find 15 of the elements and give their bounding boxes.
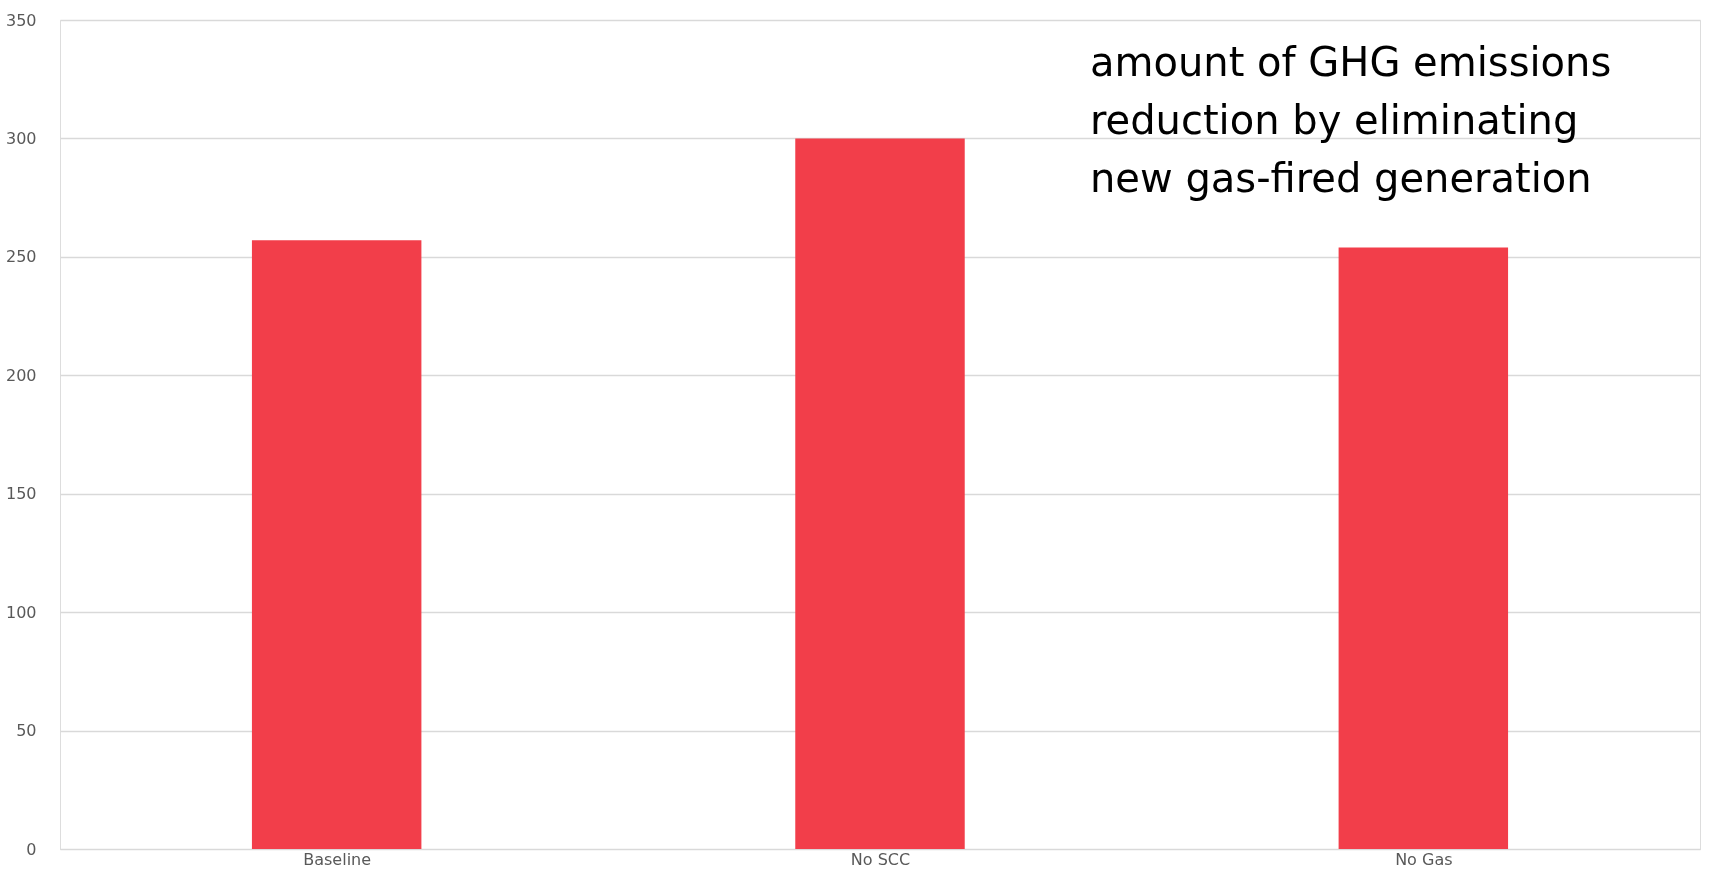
bar [1338, 247, 1509, 849]
y-tick-label: 350 [5, 10, 37, 30]
x-tick-label: No SCC [850, 849, 911, 869]
y-tick-label: 100 [5, 602, 37, 622]
y-tick-label: 0 [26, 839, 37, 859]
y-tick-label: 300 [5, 128, 37, 148]
y-tick-label: 250 [5, 247, 37, 267]
x-tick-label: Baseline [303, 849, 372, 869]
x-tick-label: No Gas [1395, 849, 1453, 869]
y-tick-label: 50 [16, 721, 37, 741]
y-tick-label: 200 [5, 365, 37, 385]
annotation: amount of GHG emissions reduction by eliminating new gas-fired generation [1090, 39, 1612, 201]
bar [251, 240, 422, 849]
bar [795, 138, 965, 849]
y-tick-label: 150 [5, 484, 37, 504]
